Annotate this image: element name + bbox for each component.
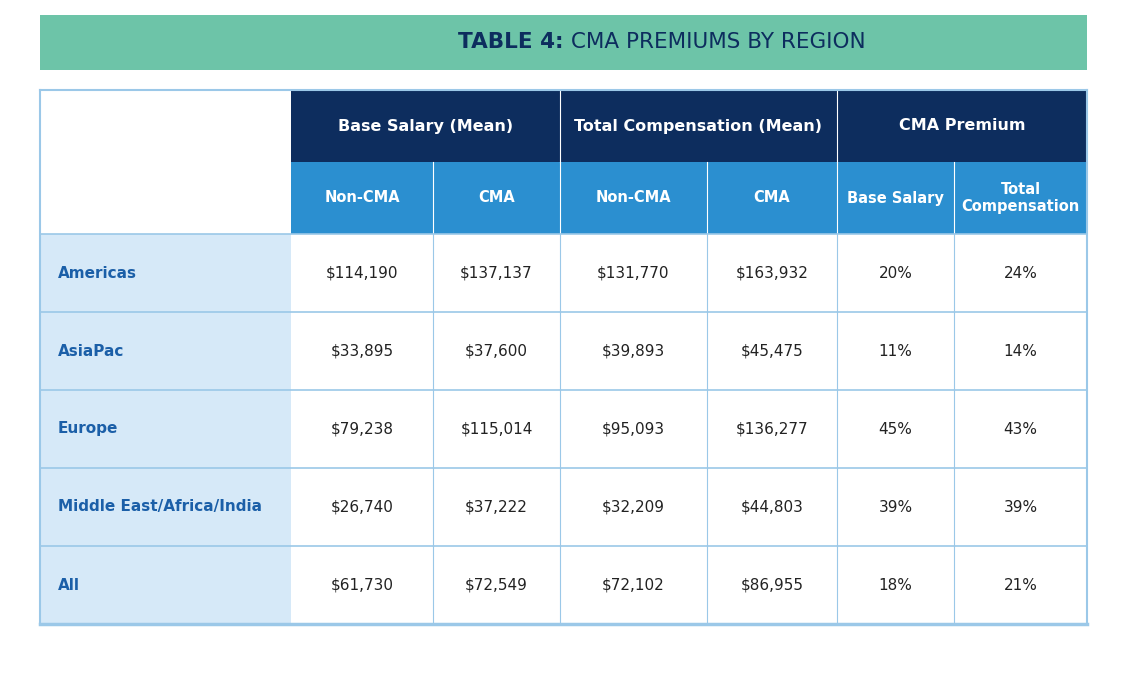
Bar — [39, 468, 291, 546]
Bar — [39, 546, 291, 624]
Bar — [39, 234, 291, 312]
Text: $131,770: $131,770 — [597, 265, 669, 281]
Text: $39,893: $39,893 — [602, 344, 665, 358]
Text: Base Salary (Mean): Base Salary (Mean) — [338, 119, 513, 134]
Text: CMA Premium: CMA Premium — [898, 119, 1026, 134]
Bar — [291, 162, 1088, 234]
Bar — [39, 390, 291, 468]
Bar — [291, 546, 1088, 624]
Text: $114,190: $114,190 — [326, 265, 398, 281]
Text: $163,932: $163,932 — [736, 265, 808, 281]
Text: Base Salary: Base Salary — [848, 191, 944, 206]
Text: Non-CMA: Non-CMA — [596, 191, 672, 206]
Text: $26,740: $26,740 — [330, 500, 393, 514]
Text: $95,093: $95,093 — [602, 421, 665, 437]
Text: $136,277: $136,277 — [736, 421, 808, 437]
Bar — [39, 15, 1088, 70]
Text: 24%: 24% — [1003, 265, 1038, 281]
Text: 21%: 21% — [1003, 577, 1038, 593]
Text: 14%: 14% — [1003, 344, 1038, 358]
Text: Europe: Europe — [57, 421, 118, 437]
Text: CMA: CMA — [754, 191, 790, 206]
Text: $72,549: $72,549 — [465, 577, 527, 593]
Text: 45%: 45% — [879, 421, 913, 437]
Bar — [291, 90, 1088, 162]
Text: $37,222: $37,222 — [465, 500, 527, 514]
Text: $79,238: $79,238 — [330, 421, 393, 437]
Text: CMA: CMA — [478, 191, 515, 206]
Text: Middle East/Africa/India: Middle East/Africa/India — [57, 500, 261, 514]
Text: 18%: 18% — [879, 577, 913, 593]
Text: $86,955: $86,955 — [740, 577, 804, 593]
Text: Americas: Americas — [57, 265, 137, 281]
Text: $45,475: $45,475 — [740, 344, 804, 358]
Bar — [291, 234, 1088, 312]
Bar — [291, 468, 1088, 546]
Text: Non-CMA: Non-CMA — [325, 191, 400, 206]
Text: All: All — [57, 577, 80, 593]
Text: CMA PREMIUMS BY REGION: CMA PREMIUMS BY REGION — [564, 33, 866, 53]
Text: $72,102: $72,102 — [602, 577, 665, 593]
Text: $32,209: $32,209 — [602, 500, 665, 514]
Text: $137,137: $137,137 — [460, 265, 533, 281]
Bar — [291, 312, 1088, 390]
Bar — [291, 390, 1088, 468]
Text: $61,730: $61,730 — [330, 577, 393, 593]
Text: 39%: 39% — [1003, 500, 1038, 514]
Text: Total
Compensation: Total Compensation — [961, 182, 1080, 215]
Text: AsiaPac: AsiaPac — [57, 344, 124, 358]
Text: 39%: 39% — [878, 500, 913, 514]
Text: $44,803: $44,803 — [740, 500, 804, 514]
Text: $33,895: $33,895 — [330, 344, 393, 358]
Text: $115,014: $115,014 — [460, 421, 533, 437]
Text: Total Compensation (Mean): Total Compensation (Mean) — [575, 119, 823, 134]
Text: 20%: 20% — [879, 265, 913, 281]
Text: 43%: 43% — [1003, 421, 1038, 437]
Text: 11%: 11% — [879, 344, 913, 358]
Text: $37,600: $37,600 — [465, 344, 529, 358]
Bar — [39, 312, 291, 390]
Text: TABLE 4:: TABLE 4: — [458, 33, 564, 53]
